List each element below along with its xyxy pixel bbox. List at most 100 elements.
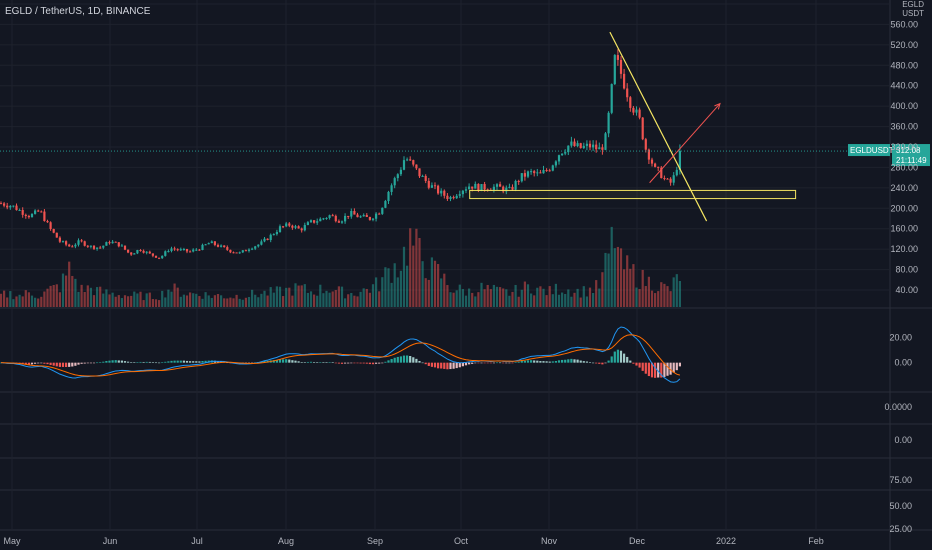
macd-histogram-bar xyxy=(123,361,127,363)
candle-body xyxy=(585,143,588,146)
volume-bar xyxy=(61,273,65,307)
volume-bar xyxy=(176,287,179,307)
macd-histogram-bar xyxy=(145,361,148,363)
volume-bar xyxy=(657,291,660,307)
volume-bar xyxy=(545,295,548,307)
x-axis-tick-label: Oct xyxy=(454,536,469,546)
volume-bar xyxy=(499,287,502,307)
macd-histogram-bar xyxy=(368,362,371,365)
candle-body xyxy=(619,59,623,74)
volume-bar xyxy=(632,264,635,307)
volume-bar xyxy=(635,287,638,307)
volume-bar xyxy=(390,282,393,307)
candle-body xyxy=(375,213,378,219)
macd-histogram-bar xyxy=(557,360,561,363)
macd-histogram-bar xyxy=(424,362,427,365)
candle-body xyxy=(111,241,114,244)
candle-body xyxy=(455,195,458,199)
macd-histogram-bar xyxy=(83,362,86,364)
volume-bar xyxy=(192,293,195,307)
candle-body xyxy=(595,144,598,150)
candle-body xyxy=(610,84,613,113)
macd-histogram-bar xyxy=(195,361,198,363)
volume-bar xyxy=(579,297,582,307)
axis-layer: May Jun Jul Aug Sep Oct Nov Dec 2022 Feb 560.00 520… xyxy=(3,19,918,546)
macd-histogram-bar xyxy=(520,360,523,363)
volume-bar xyxy=(675,274,678,307)
macd-histogram-bar xyxy=(641,362,644,371)
candle-body xyxy=(663,178,666,180)
price-axis-tick-label: 280.00 xyxy=(890,162,918,172)
macd-histogram-bar xyxy=(288,359,291,363)
volume-bar xyxy=(495,286,499,307)
macd-histogram-bar xyxy=(530,360,533,363)
candle-body xyxy=(43,211,46,222)
candle-body xyxy=(613,55,616,85)
macd-histogram-bar xyxy=(176,360,179,363)
macd-histogram-bar xyxy=(275,359,278,363)
volume-bar xyxy=(52,284,55,307)
volume-bar xyxy=(216,293,220,307)
volume-bar xyxy=(185,295,189,307)
candle-body xyxy=(502,186,505,192)
volume-bar xyxy=(139,291,142,307)
candle-body xyxy=(629,97,632,108)
volume-bar xyxy=(89,287,92,307)
candle-body xyxy=(359,216,362,218)
volume-bar xyxy=(480,282,483,307)
volume-bar xyxy=(542,288,545,307)
volume-bar xyxy=(96,287,99,307)
candle-body xyxy=(576,143,579,147)
volume-bar xyxy=(220,295,223,307)
candle-body xyxy=(406,159,409,161)
candle-body xyxy=(52,228,55,233)
candle-body xyxy=(83,241,86,246)
volume-bar xyxy=(551,294,554,307)
candle-body xyxy=(229,249,232,253)
volume-bar xyxy=(564,293,567,307)
volume-bar xyxy=(520,289,523,307)
macd-histogram-bar xyxy=(396,356,399,363)
volume-bar xyxy=(427,279,430,307)
macd-histogram-bar xyxy=(167,361,170,363)
macd-histogram-bar xyxy=(86,362,89,364)
macd-histogram-bar xyxy=(151,362,154,363)
volume-bar xyxy=(353,295,356,307)
macd-histogram-bar xyxy=(300,362,303,363)
candle-body xyxy=(443,190,446,196)
candle-body xyxy=(179,249,182,251)
unit-currency: USDT xyxy=(902,9,924,18)
price-axis-tick-label: 360.00 xyxy=(890,122,918,132)
volume-bar xyxy=(235,294,238,307)
volume-bar xyxy=(18,294,21,307)
macd-histogram-bar xyxy=(96,362,99,364)
volume-bar xyxy=(384,267,387,307)
candle-body xyxy=(598,147,601,150)
candle-body xyxy=(526,171,530,177)
candle-body xyxy=(204,244,207,246)
candle-body xyxy=(452,197,455,199)
macd-histogram-bar xyxy=(598,362,601,364)
candle-body xyxy=(492,186,495,190)
candle-body xyxy=(306,222,309,226)
candle-body xyxy=(657,166,660,168)
volume-bar xyxy=(412,245,415,307)
macd-histogram-bar xyxy=(58,362,61,367)
volume-bar xyxy=(644,286,647,307)
macd-histogram-bar xyxy=(573,359,576,363)
macd-histogram-bar xyxy=(216,361,220,363)
volume-bar xyxy=(92,295,96,307)
candle-body xyxy=(6,205,9,208)
candle-body xyxy=(3,203,6,206)
candle-body xyxy=(282,226,285,228)
volume-bar xyxy=(669,291,672,307)
ticker-label[interactable]: EGLD / TetherUS, 1D, BINANCE xyxy=(5,6,151,17)
volume-bar xyxy=(3,290,6,307)
volume-bar xyxy=(619,248,623,307)
candle-body xyxy=(511,186,514,190)
volume-bar xyxy=(226,298,229,307)
volume-bar xyxy=(55,284,58,307)
candle-body xyxy=(427,180,430,188)
